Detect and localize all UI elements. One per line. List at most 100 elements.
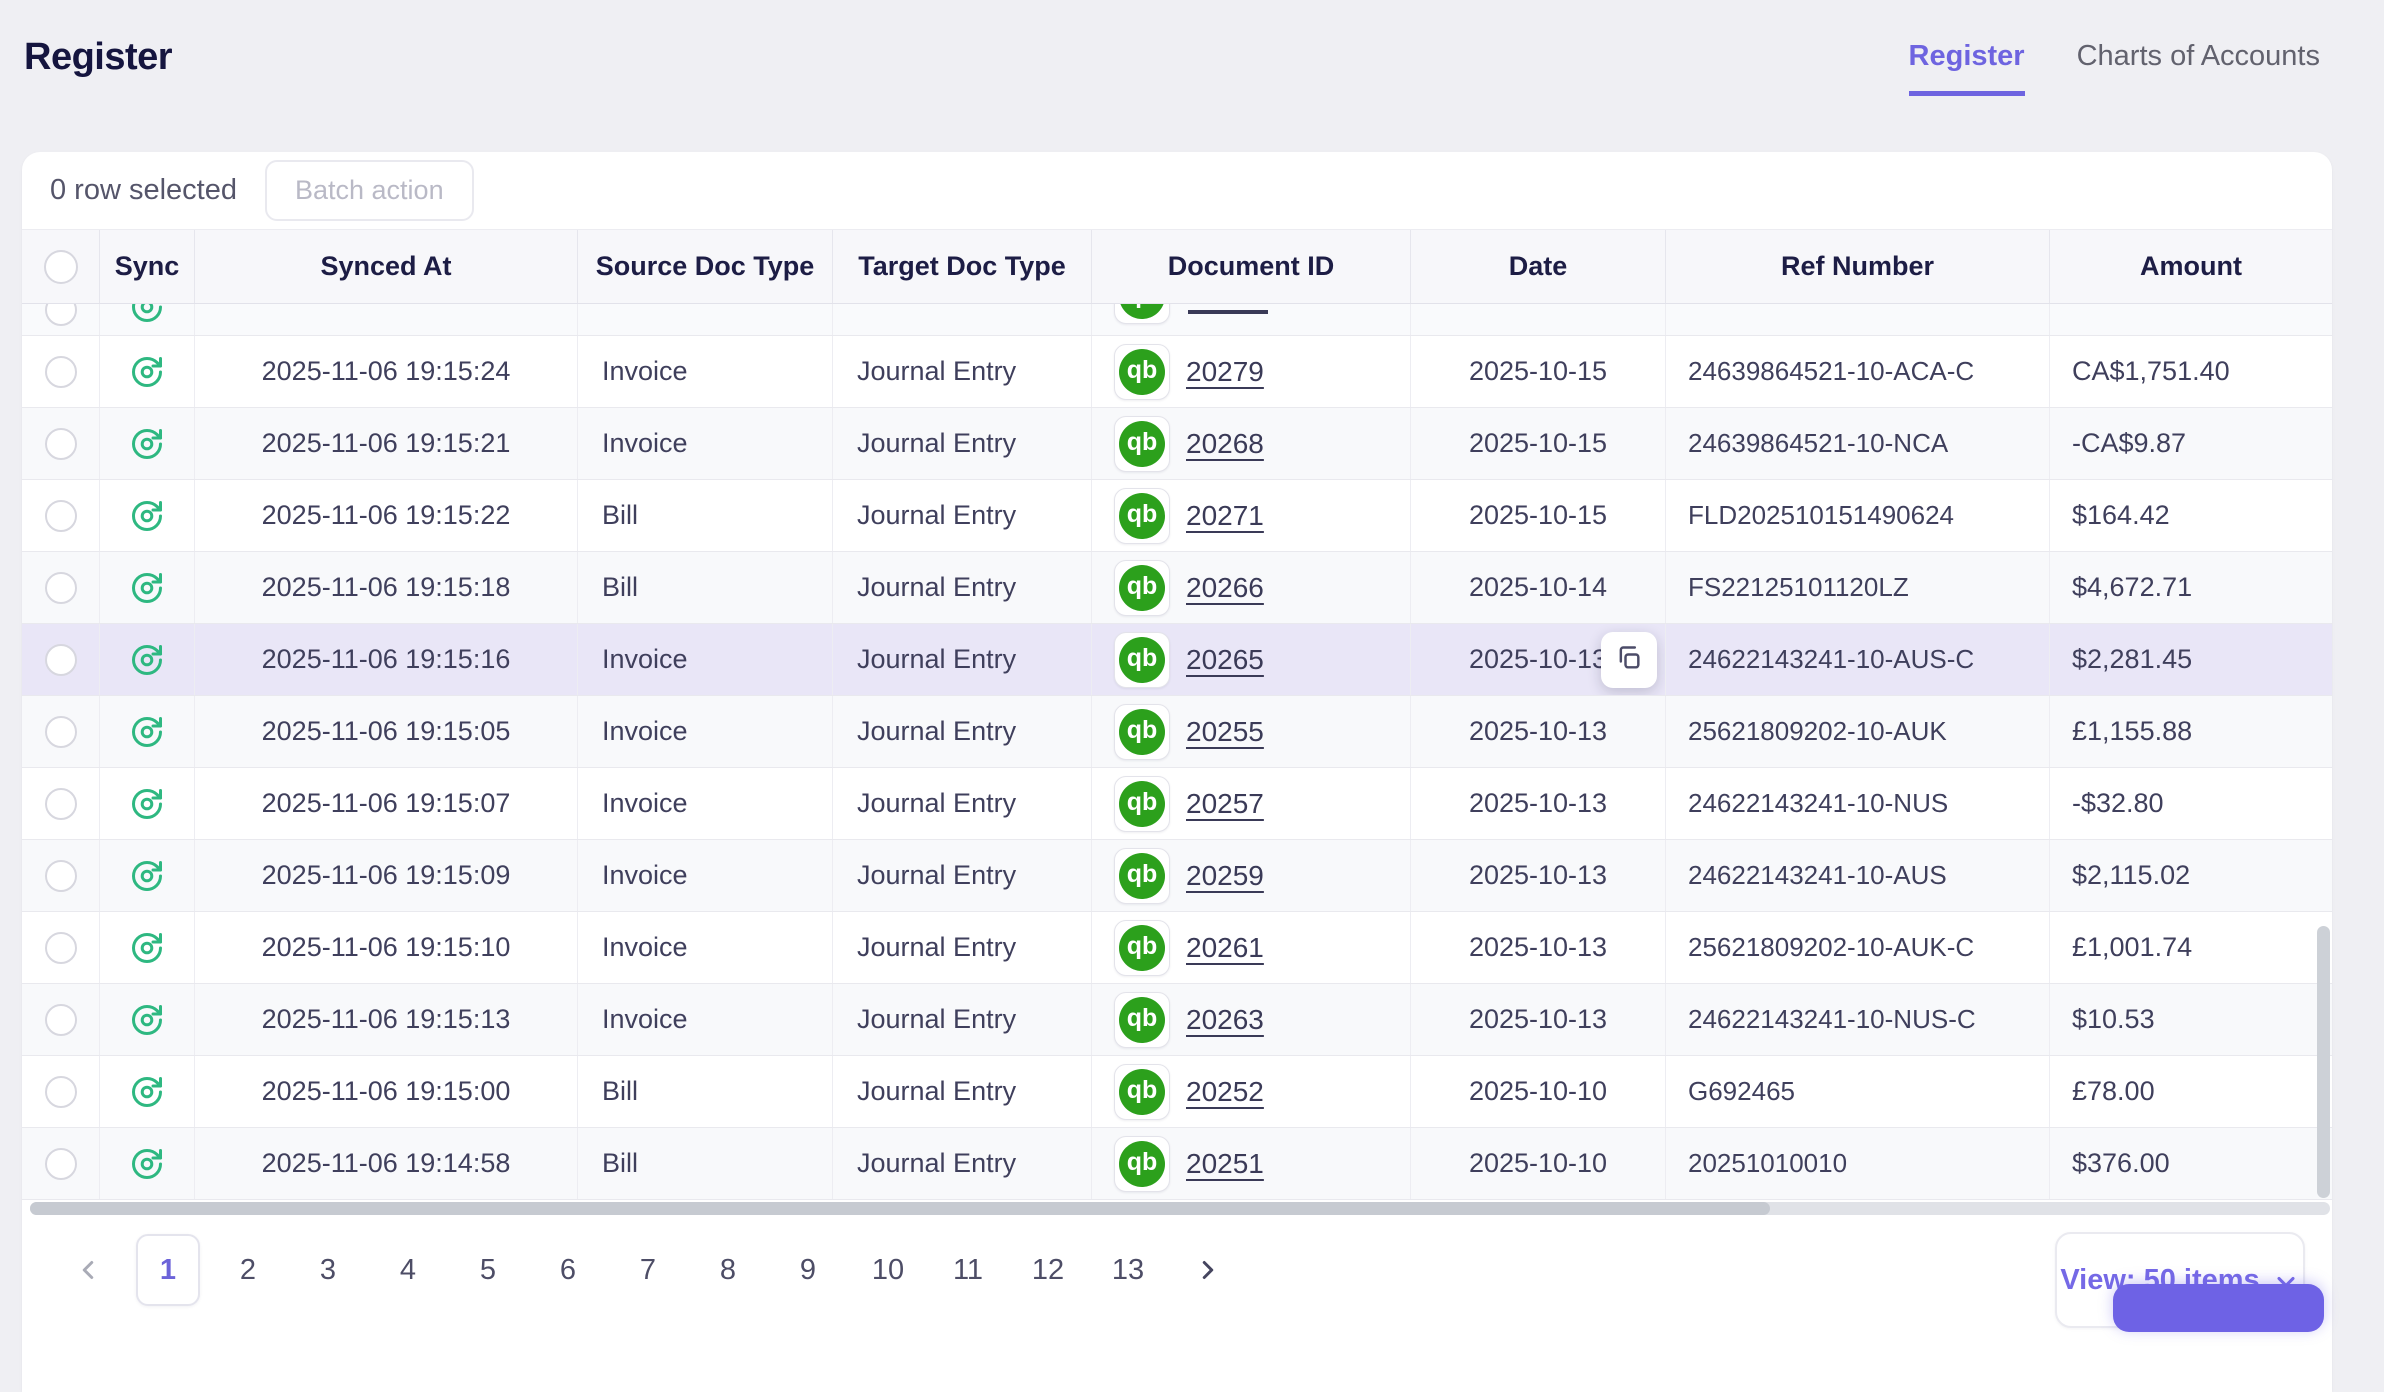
source-doc-type-cell: Invoice [578, 912, 833, 983]
vertical-scrollbar-thumb[interactable] [2317, 926, 2330, 1198]
document-id-link[interactable]: 20261 [1186, 931, 1264, 963]
sync-status-icon [129, 426, 165, 462]
amount-cell: £1,155.88 [2072, 716, 2193, 746]
synced-at-cell: 2025-11-06 19:15:13 [195, 984, 578, 1055]
amount-cell: $376.00 [2072, 1148, 2170, 1178]
row-checkbox[interactable] [44, 499, 77, 532]
page-button-9[interactable]: 9 [776, 1234, 840, 1306]
row-checkbox[interactable] [44, 643, 77, 676]
tab-charts-of-accounts[interactable]: Charts of Accounts [2076, 40, 2320, 72]
copy-button[interactable] [1601, 631, 1657, 688]
row-checkbox[interactable] [44, 1003, 77, 1036]
ref-number-cell: 24639864521-10-NCA [1666, 408, 2050, 479]
document-id-link[interactable]: 20255 [1186, 715, 1264, 747]
ref-number-cell: 25621809202-10-AUK-C [1666, 912, 2050, 983]
ref-number-cell: 25621809202-10-AUK [1666, 696, 2050, 767]
sync-status-icon [129, 642, 165, 678]
row-checkbox[interactable] [44, 931, 77, 964]
floating-action-pill[interactable] [2113, 1284, 2324, 1332]
page-button-7[interactable]: 7 [616, 1234, 680, 1306]
register-table-card: 0 row selected Batch action Sync Synced … [22, 152, 2332, 1392]
horizontal-scrollbar[interactable] [30, 1202, 2330, 1215]
document-id-link[interactable]: 20271 [1186, 499, 1264, 531]
date-cell: 2025-10-10 [1468, 1076, 1608, 1106]
quickbooks-icon: qb [1114, 487, 1170, 544]
row-checkbox[interactable] [44, 304, 77, 326]
row-checkbox[interactable] [44, 427, 77, 460]
quickbooks-icon: qb [1114, 919, 1170, 976]
column-header-document-id: Document ID [1092, 230, 1411, 303]
row-checkbox[interactable] [44, 355, 77, 388]
page-button-3[interactable]: 3 [296, 1234, 360, 1306]
synced-at-cell: 2025-11-06 19:15:22 [195, 480, 578, 551]
document-id-link[interactable]: 20279 [1186, 355, 1264, 387]
row-checkbox[interactable] [44, 715, 77, 748]
date-cell: 2025-10-14 [1468, 572, 1608, 602]
row-checkbox[interactable] [44, 1147, 77, 1180]
column-header-date: Date [1411, 230, 1666, 303]
target-doc-type-cell: Journal Entry [833, 696, 1092, 767]
document-id-link[interactable]: 20251 [1186, 1147, 1264, 1179]
document-id-link[interactable]: 20259 [1186, 859, 1264, 891]
page-button-1[interactable]: 1 [136, 1234, 200, 1306]
row-checkbox[interactable] [44, 859, 77, 892]
source-doc-type-cell: Invoice [578, 696, 833, 767]
source-doc-type-cell: Invoice [578, 768, 833, 839]
document-id-link[interactable]: 20263 [1186, 1003, 1264, 1035]
document-id-link[interactable]: 20268 [1186, 427, 1264, 459]
page-button-11[interactable]: 11 [936, 1234, 1000, 1306]
page-button-10[interactable]: 10 [856, 1234, 920, 1306]
tab-register[interactable]: Register [1908, 40, 2025, 96]
column-header-target-doc-type: Target Doc Type [833, 230, 1092, 303]
target-doc-type-cell: Journal Entry [833, 480, 1092, 551]
copy-icon [1615, 644, 1643, 675]
table-row: 2025-11-06 19:14:58 Bill Journal Entry q… [22, 1128, 2332, 1200]
amount-cell: $10.53 [2072, 1004, 2155, 1034]
date-cell: 2025-10-13 [1468, 932, 1608, 962]
table-row: 2025-11-06 19:15:22 Bill Journal Entry q… [22, 480, 2332, 552]
page-button-4[interactable]: 4 [376, 1234, 440, 1306]
source-doc-type-cell: Bill [578, 1128, 833, 1199]
synced-at-cell: 2025-11-06 19:15:07 [195, 768, 578, 839]
source-doc-type-cell: Invoice [578, 336, 833, 407]
page-button-5[interactable]: 5 [456, 1234, 520, 1306]
row-checkbox[interactable] [44, 787, 77, 820]
ref-number-cell: 20251010010 [1666, 1128, 2050, 1199]
document-id-link[interactable] [1188, 310, 1268, 314]
page-button-8[interactable]: 8 [696, 1234, 760, 1306]
sync-status-icon [129, 354, 165, 390]
quickbooks-icon: qb [1114, 415, 1170, 472]
horizontal-scrollbar-thumb[interactable] [30, 1202, 1770, 1215]
previous-page-button[interactable] [56, 1234, 120, 1306]
page-button-6[interactable]: 6 [536, 1234, 600, 1306]
page-button-13[interactable]: 13 [1096, 1234, 1160, 1306]
quickbooks-icon: qb [1114, 991, 1170, 1048]
row-checkbox[interactable] [44, 571, 77, 604]
next-page-button[interactable] [1176, 1234, 1240, 1306]
document-id-link[interactable]: 20266 [1186, 571, 1264, 603]
synced-at-cell: 2025-11-06 19:15:18 [195, 552, 578, 623]
synced-at-cell: 2025-11-06 19:15:09 [195, 840, 578, 911]
quickbooks-icon: qb [1114, 631, 1170, 688]
sync-status-icon [129, 786, 165, 822]
chevron-left-icon [73, 1255, 103, 1285]
document-id-link[interactable]: 20252 [1186, 1075, 1264, 1107]
date-cell: 2025-10-13 [1468, 1004, 1608, 1034]
amount-cell: CA$1,751.40 [2072, 356, 2230, 386]
page-button-12[interactable]: 12 [1016, 1234, 1080, 1306]
date-cell: 2025-10-13 [1468, 860, 1608, 890]
quickbooks-icon: qb [1114, 703, 1170, 760]
target-doc-type-cell: Journal Entry [833, 624, 1092, 695]
ref-number-cell: 24622143241-10-NUS-C [1666, 984, 2050, 1055]
sync-status-icon [129, 570, 165, 606]
amount-cell: -$32.80 [2072, 788, 2164, 818]
quickbooks-icon: qb [1114, 775, 1170, 832]
document-id-link[interactable]: 20257 [1186, 787, 1264, 819]
select-all-checkbox[interactable] [43, 249, 78, 284]
target-doc-type-cell: Journal Entry [833, 336, 1092, 407]
row-checkbox[interactable] [44, 1075, 77, 1108]
source-doc-type-cell: Invoice [578, 840, 833, 911]
batch-action-button[interactable]: Batch action [265, 160, 474, 221]
document-id-link[interactable]: 20265 [1186, 643, 1264, 675]
page-button-2[interactable]: 2 [216, 1234, 280, 1306]
